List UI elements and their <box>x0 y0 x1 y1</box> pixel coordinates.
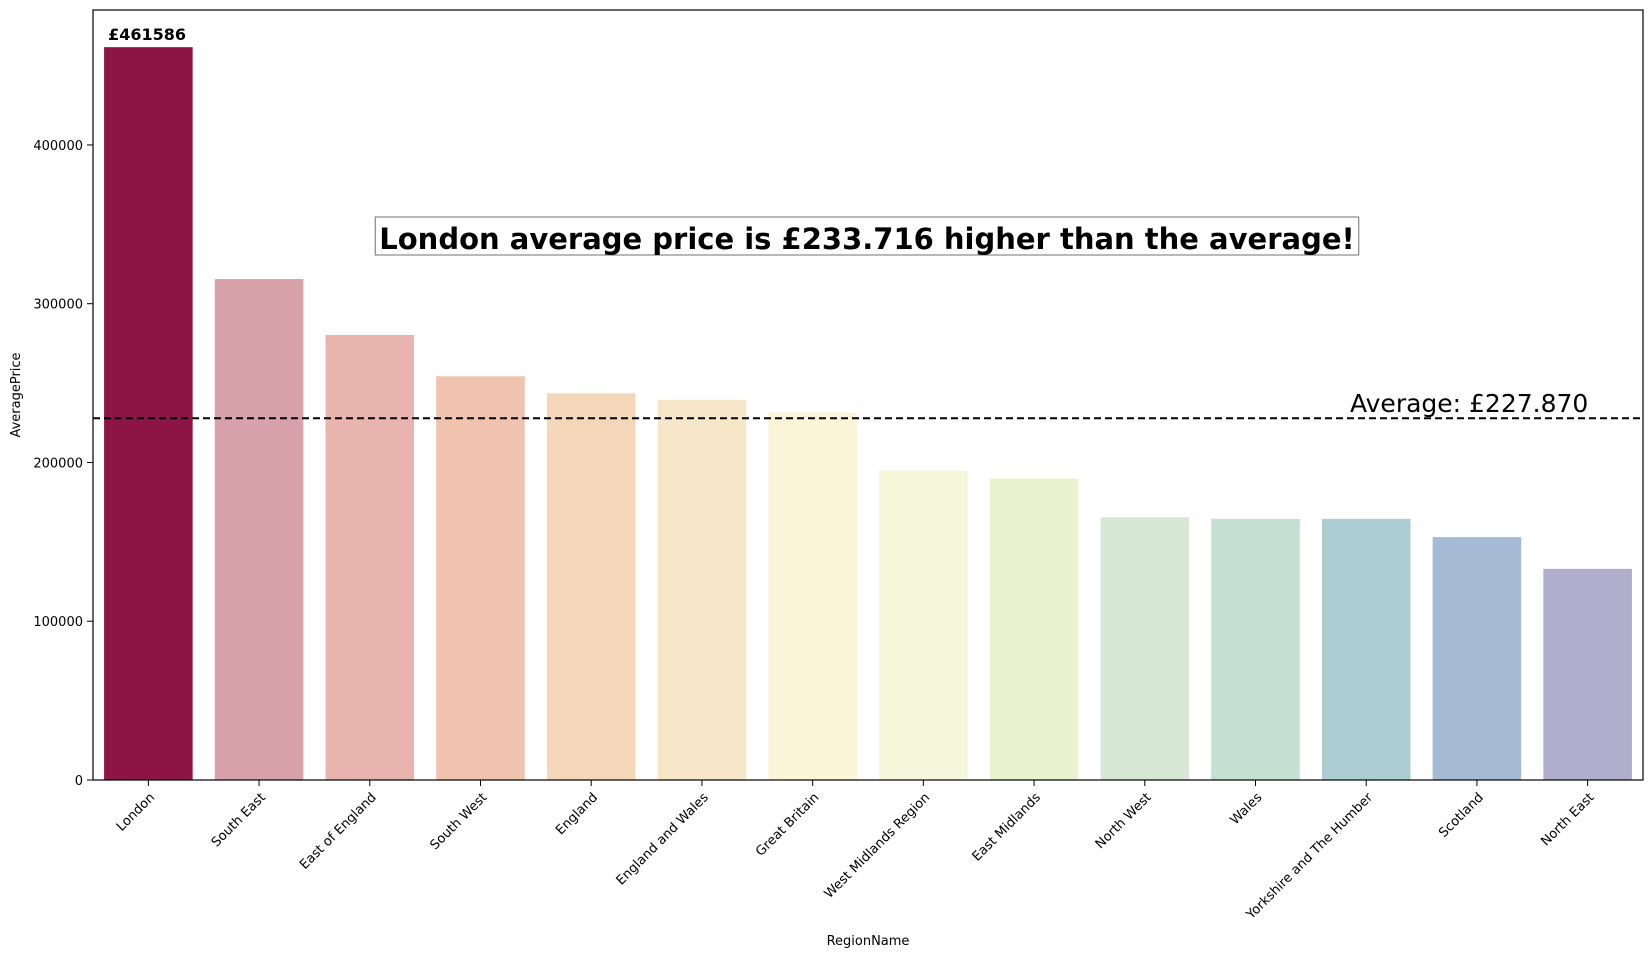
x-tick-label: Scotland <box>1436 790 1487 841</box>
x-axis-label: RegionName <box>827 934 910 949</box>
x-tick-label: North East <box>1538 790 1597 849</box>
annotation-frame <box>374 216 1360 256</box>
bar-south-west <box>436 376 525 780</box>
x-tick-label: South East <box>209 790 269 850</box>
bar-south-east <box>214 279 304 780</box>
y-tick-label: 100000 <box>33 615 83 630</box>
x-tick-label: England <box>553 790 601 838</box>
bars-layer <box>104 47 1632 781</box>
x-tick-label: England and Wales <box>614 790 712 888</box>
bar-england <box>546 393 636 780</box>
x-axis-ticks: London South East East of England South Wes… <box>114 780 1597 923</box>
y-tick-label: 300000 <box>33 298 83 313</box>
bar-great-britain <box>768 412 857 780</box>
annotation-text: London average price is £233.716 higher … <box>379 222 1354 256</box>
x-tick-label: Wales <box>1228 790 1266 828</box>
plot-frame <box>92 9 1644 781</box>
bar-north-west <box>1100 517 1190 780</box>
x-tick-label: Yorkshire and The Humber <box>1243 790 1376 923</box>
x-tick-label: South West <box>427 790 490 853</box>
x-tick-label: East Midlands <box>970 790 1044 864</box>
london-bar-value-label: £461586 <box>108 25 186 44</box>
x-tick-label: West Midlands Region <box>822 790 933 901</box>
x-tick-label: London <box>114 790 158 834</box>
y-tick-label: 0 <box>75 774 83 789</box>
y-axis-label: AveragePrice <box>9 352 24 437</box>
bar-north-east <box>1543 568 1632 780</box>
x-tick-label: North West <box>1093 790 1155 852</box>
bar-east-midlands <box>989 478 1079 780</box>
bar-yorkshire-and-the-humber <box>1321 518 1411 780</box>
bar-wales <box>1211 518 1300 780</box>
x-tick-label: Great Britain <box>753 790 822 859</box>
bar-scotland <box>1432 537 1522 780</box>
y-axis-ticks: 0 100000 200000 300000 400000 <box>33 139 93 789</box>
bar-england-and-wales <box>657 399 747 780</box>
bar-east-of-england <box>325 334 415 780</box>
x-tick-label: East of England <box>297 790 379 872</box>
annotation-box: London average price is £233.716 higher … <box>374 216 1360 256</box>
bar-west-midlands-region <box>879 470 968 780</box>
y-tick-label: 400000 <box>33 139 83 154</box>
bar-london <box>104 47 193 781</box>
y-tick-label: 200000 <box>33 456 83 471</box>
average-label: Average: £227.870 <box>1350 389 1588 418</box>
